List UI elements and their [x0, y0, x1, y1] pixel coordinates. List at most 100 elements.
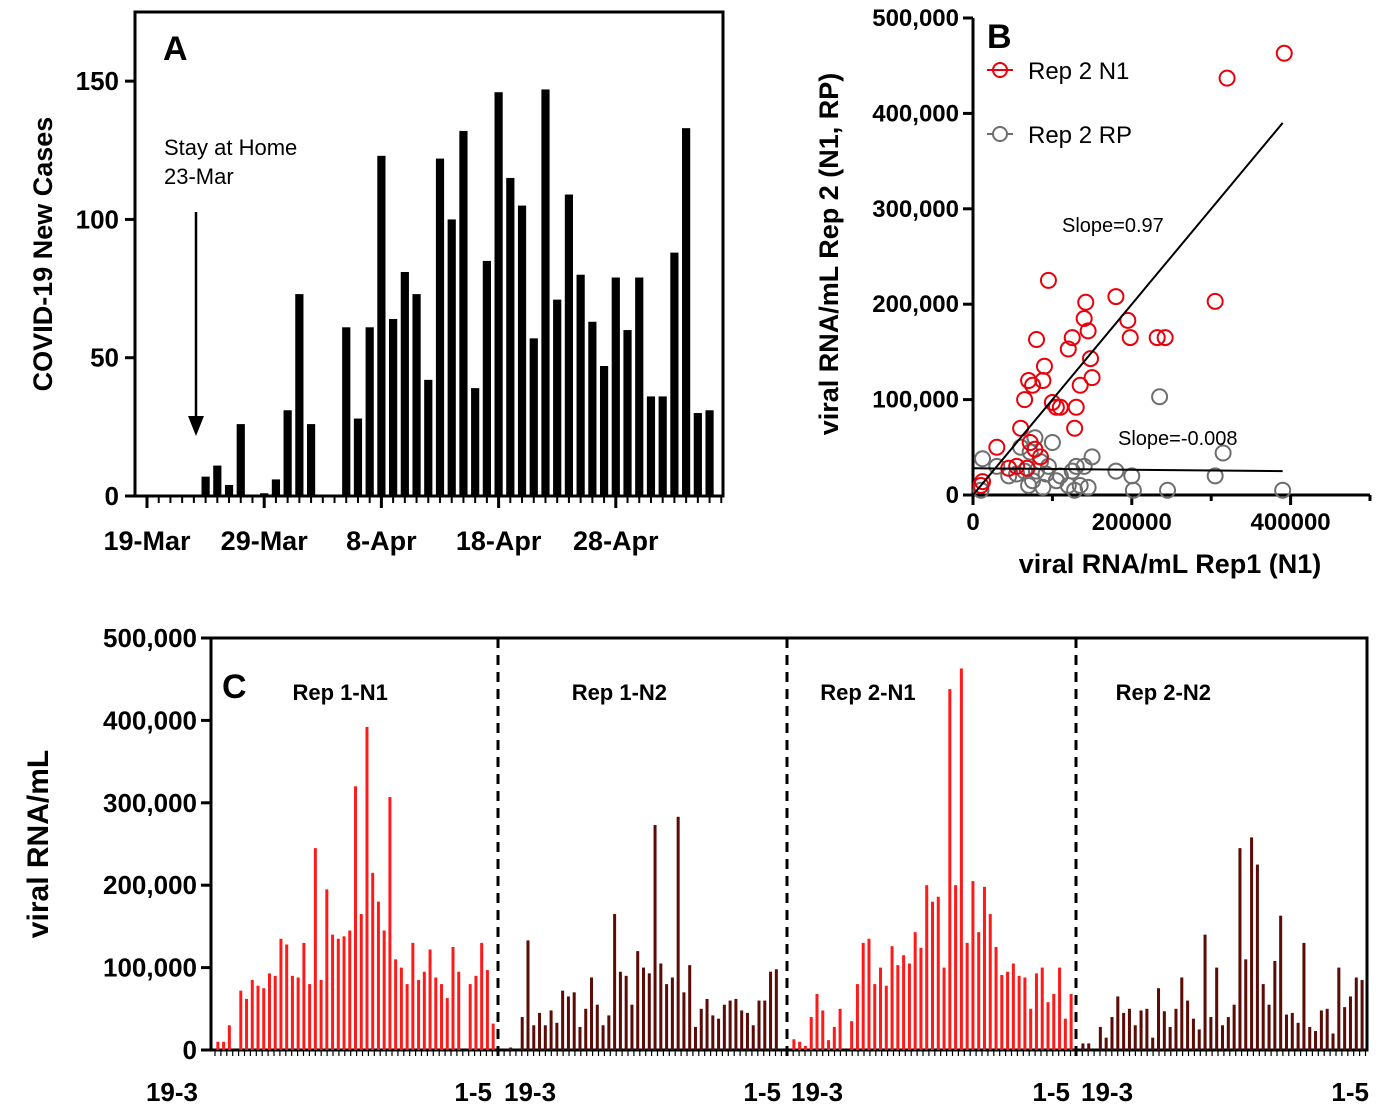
c-bar-3-38 — [1302, 942, 1306, 1050]
c-bar-2-43 — [1040, 967, 1044, 1050]
c-bar-0-4 — [239, 990, 243, 1050]
a-xtick-label: 8-Apr — [346, 526, 417, 556]
legend-label-rp: Rep 2 RP — [1028, 122, 1132, 149]
bar-a-31 — [506, 177, 515, 496]
c-bar-1-13 — [578, 1026, 582, 1050]
panel-a: A 0 50 100 150 19-Mar 29-Mar 8-Apr 18-Apr 28-Ap… — [28, 10, 725, 556]
c-ytick-label: 0 — [183, 1035, 197, 1065]
panel-a-ylabel: COVID-19 New Cases — [28, 117, 58, 392]
c-bar-0-13 — [290, 975, 294, 1050]
c-bar-3-10 — [1139, 1010, 1143, 1050]
c-bar-1-35 — [705, 998, 709, 1050]
c-bar-2-25 — [936, 896, 940, 1050]
c-bar-2-10 — [850, 1021, 854, 1050]
c-bar-3-33 — [1273, 961, 1277, 1050]
c-bar-3-11 — [1145, 1008, 1149, 1050]
c-bar-1-34 — [699, 1008, 703, 1050]
panel-c-ylabel: viral RNA/mL — [22, 750, 55, 938]
b-point-n1-30 — [1107, 288, 1125, 306]
c-bar-0-32 — [399, 967, 403, 1050]
b-point-n1-25 — [1075, 310, 1093, 328]
c-bar-3-23 — [1215, 967, 1219, 1050]
c-bar-3-28 — [1244, 959, 1248, 1050]
b-point-rp-1 — [974, 450, 992, 468]
bar-a-30 — [494, 92, 503, 496]
b-point-n1-12 — [1028, 330, 1046, 348]
c-bar-2-16 — [884, 985, 888, 1050]
b-point-n1-28 — [1082, 350, 1100, 368]
legend-marker-rp — [992, 126, 1008, 142]
c-bar-3-37 — [1296, 1022, 1300, 1050]
c-ytick-label: 100,000 — [103, 953, 197, 983]
c-bar-0-23 — [348, 930, 352, 1050]
bar-a-38 — [588, 321, 597, 496]
c-bar-0-31 — [394, 959, 398, 1050]
c-xtick-start-2: 19-3 — [791, 1077, 843, 1107]
c-bar-3-40 — [1314, 1031, 1318, 1050]
c-bar-1-30 — [676, 816, 680, 1050]
bar-a-34 — [541, 89, 550, 496]
c-bar-3-3 — [1098, 1026, 1102, 1050]
c-bar-1-16 — [595, 1004, 599, 1050]
bar-a-28 — [471, 388, 480, 496]
c-bar-2-17 — [890, 946, 894, 1050]
c-bar-1-21 — [624, 975, 628, 1050]
b-point-n1-10 — [1024, 376, 1042, 394]
b-point-rp-23 — [1071, 476, 1089, 494]
c-bar-1-10 — [561, 990, 565, 1050]
bar-a-39 — [599, 366, 609, 496]
annotation-line1: Stay at Home — [164, 135, 297, 160]
b-point-n1-27 — [1079, 322, 1097, 340]
bar-a-19 — [365, 327, 374, 496]
c-bar-3-31 — [1261, 984, 1265, 1050]
c-bar-1-39 — [728, 1000, 732, 1050]
c-bar-3-45 — [1343, 1007, 1347, 1050]
c-bar-0-18 — [319, 979, 323, 1050]
bar-a-33 — [529, 338, 538, 496]
c-bar-2-8 — [838, 1008, 842, 1050]
c-bar-3-12 — [1151, 1037, 1155, 1050]
bar-a-35 — [553, 299, 562, 496]
c-bar-2-19 — [902, 955, 906, 1050]
c-bar-3-14 — [1162, 1011, 1166, 1050]
c-bar-2-38 — [1011, 963, 1015, 1050]
c-bar-1-40 — [734, 998, 738, 1050]
bar-a-40 — [611, 277, 620, 496]
c-bar-0-8 — [262, 988, 266, 1050]
c-bar-2-26 — [942, 967, 946, 1050]
bar-a-18 — [353, 418, 363, 496]
c-bar-3-43 — [1331, 1033, 1335, 1050]
b-fit-label-0: Slope=0.97 — [1062, 215, 1164, 237]
annotation-arrow — [188, 212, 204, 436]
b-point-n1-29 — [1083, 369, 1101, 387]
c-bar-3-24 — [1220, 1025, 1225, 1050]
c-bar-2-11 — [855, 984, 859, 1050]
c-bar-3-7 — [1122, 1012, 1126, 1050]
b-point-n1-13 — [1031, 448, 1049, 466]
bar-a-45 — [670, 252, 679, 496]
c-ytick-label: 200,000 — [103, 870, 197, 900]
c-bar-0-29 — [382, 930, 386, 1050]
c-bar-2-2 — [803, 1045, 807, 1050]
c-bar-3-5 — [1110, 1017, 1114, 1050]
c-bar-1-18 — [607, 1015, 611, 1050]
b-point-rp-34 — [1274, 481, 1292, 499]
legend: Rep 2 N1 Rep 2 RP — [987, 58, 1132, 149]
bar-a-48 — [705, 410, 714, 496]
c-bar-2-27 — [948, 689, 952, 1050]
c-bar-0-41 — [451, 947, 455, 1050]
c-bar-1-24 — [641, 967, 646, 1050]
c-bar-0-47 — [485, 970, 489, 1050]
b-point-rp-33 — [1214, 444, 1232, 462]
panel-b-letter: B — [987, 18, 1012, 56]
c-bar-0-9 — [267, 973, 271, 1050]
c-bar-1-32 — [688, 965, 692, 1050]
c-bar-1-33 — [693, 1026, 697, 1050]
c-ytick-label: 500,000 — [103, 623, 197, 653]
c-bar-1-7 — [543, 1025, 547, 1050]
b-point-rp-17 — [1047, 472, 1065, 490]
b-point-rp-10 — [1026, 429, 1044, 447]
c-bar-2-13 — [867, 938, 871, 1050]
b-point-rp-7 — [1020, 476, 1038, 494]
c-bar-1-3 — [520, 1017, 524, 1050]
